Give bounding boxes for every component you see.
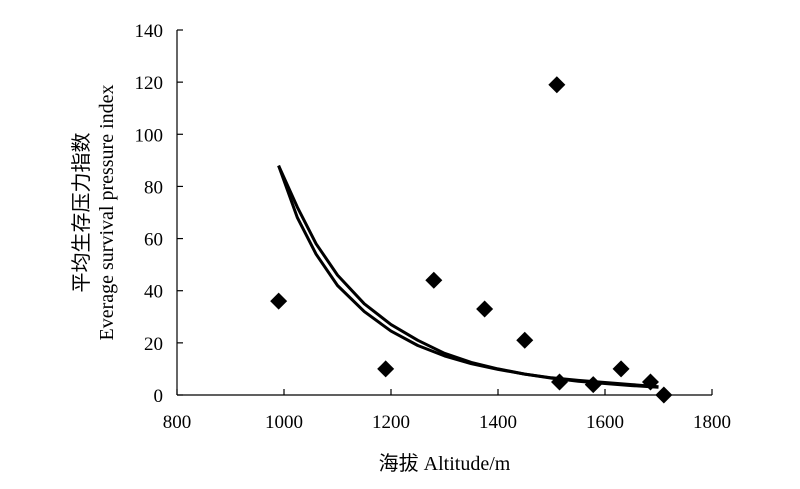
data-point-diamond (377, 360, 395, 378)
x-tick-label: 1200 (372, 412, 410, 433)
y-tick-label: 100 (135, 125, 164, 146)
data-point-diamond (551, 373, 569, 391)
y-tick-label: 20 (144, 334, 163, 355)
y-tick-label: 120 (135, 73, 164, 94)
fitted-curve-2 (277, 165, 659, 389)
data-point-diamond (548, 76, 566, 94)
fitted-curve-1 (277, 164, 659, 389)
y-tick-label: 40 (144, 282, 163, 303)
y-ticks: 0 20 40 60 80 100 120 140 (135, 21, 183, 407)
x-tick-label: 1000 (265, 412, 303, 433)
y-axis-title: 平均生存压力指数 Everage survival pressure index (70, 84, 118, 340)
x-ticks: 800 1000 1200 1400 1600 1800 (163, 389, 731, 433)
data-point-diamond (425, 271, 443, 289)
y-tick-label: 140 (135, 21, 164, 42)
y-axis-title-line-2: Everage survival pressure index (96, 84, 118, 340)
data-point-diamond (655, 386, 673, 404)
y-tick-label: 80 (144, 177, 163, 198)
x-tick-label: 800 (163, 412, 192, 433)
data-point-diamond (641, 373, 659, 391)
y-tick-label: 60 (144, 230, 163, 251)
x-tick-label: 1400 (479, 412, 517, 433)
y-tick-label: 0 (154, 386, 164, 407)
fitted-curves (277, 164, 659, 389)
data-points (270, 76, 673, 404)
axes (176, 30, 712, 396)
y-axis-title-line-1: 平均生存压力指数 (70, 133, 93, 293)
data-point-diamond (270, 292, 288, 310)
x-axis-title: 海拔 Altitude/m (379, 452, 511, 475)
x-tick-label: 1800 (693, 412, 731, 433)
data-point-diamond (584, 376, 602, 394)
data-point-diamond (516, 331, 534, 349)
x-tick-label: 1600 (586, 412, 624, 433)
data-point-diamond (612, 360, 630, 378)
data-point-diamond (476, 300, 494, 318)
